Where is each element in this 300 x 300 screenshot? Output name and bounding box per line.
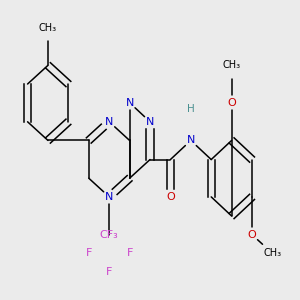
Text: F: F [106,267,112,278]
Text: F: F [85,248,92,258]
Text: H: H [187,104,195,114]
Text: O: O [248,230,256,240]
Text: CH₃: CH₃ [223,60,241,70]
Text: N: N [146,117,154,127]
Text: CH₃: CH₃ [263,248,281,258]
Text: N: N [105,192,113,202]
Text: F: F [126,248,133,258]
Text: O: O [166,192,175,202]
Text: CF₃: CF₃ [100,230,118,240]
Text: N: N [125,98,134,108]
Text: CH₃: CH₃ [39,22,57,33]
Text: O: O [227,98,236,108]
Text: N: N [187,135,195,146]
Text: N: N [105,117,113,127]
